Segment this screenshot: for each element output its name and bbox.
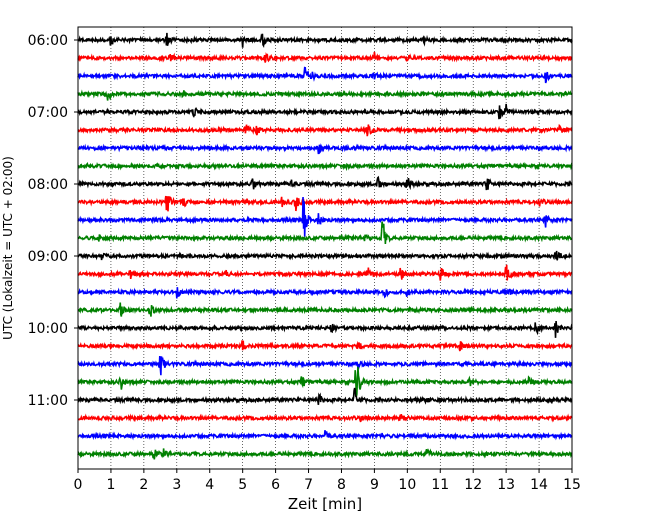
x-tick-label: 11 bbox=[431, 477, 449, 493]
x-tick-label: 3 bbox=[172, 477, 181, 493]
seismic-trace bbox=[77, 250, 573, 261]
seismic-trace bbox=[77, 51, 573, 63]
plot-background bbox=[78, 27, 572, 469]
seismic-trace bbox=[77, 195, 573, 212]
y-tick-label: 11:00 bbox=[28, 393, 68, 409]
seismic-trace bbox=[77, 340, 573, 352]
seismic-trace bbox=[77, 366, 573, 397]
seismic-trace bbox=[77, 302, 573, 317]
seismic-trace bbox=[77, 221, 573, 244]
x-tick-label: 2 bbox=[139, 477, 148, 493]
seismic-trace bbox=[77, 287, 573, 299]
seismic-trace bbox=[77, 103, 573, 120]
x-tick-label: 12 bbox=[464, 477, 482, 493]
y-tick-label: 07:00 bbox=[28, 105, 68, 121]
x-tick-label: 4 bbox=[205, 477, 214, 493]
seismic-trace bbox=[77, 320, 573, 338]
x-tick-label: 1 bbox=[106, 477, 115, 493]
plot-frame bbox=[77, 26, 573, 470]
y-tick-label: 08:00 bbox=[28, 177, 68, 193]
trace-group bbox=[77, 32, 573, 460]
x-tick-label: 5 bbox=[238, 477, 247, 493]
seismic-trace bbox=[77, 197, 573, 237]
x-tick-label: 8 bbox=[337, 477, 346, 493]
x-tick-label: 9 bbox=[370, 477, 379, 493]
seismic-trace bbox=[77, 264, 573, 281]
seismic-trace bbox=[77, 89, 573, 101]
seismic-trace bbox=[77, 66, 573, 84]
x-tick-label: 0 bbox=[74, 477, 83, 493]
x-tick-label: 10 bbox=[398, 477, 416, 493]
y-tick-label: 09:00 bbox=[28, 249, 68, 265]
seismic-trace bbox=[77, 430, 573, 441]
seismic-trace bbox=[77, 32, 573, 49]
x-tick-label: 13 bbox=[497, 477, 515, 493]
y-tick-label: 06:00 bbox=[28, 33, 68, 49]
seismic-trace bbox=[77, 448, 573, 460]
x-tick-label: 7 bbox=[304, 477, 313, 493]
seismic-trace bbox=[77, 143, 573, 155]
seismic-trace bbox=[77, 123, 573, 137]
seismic-trace bbox=[77, 161, 573, 172]
y-axis-ticks: 06:00 07:00 08:00 09:00 10:00 11:00 bbox=[28, 33, 78, 409]
seismic-trace bbox=[77, 387, 573, 406]
seismic-trace bbox=[77, 413, 573, 423]
x-tick-label: 15 bbox=[563, 477, 581, 493]
y-axis-label: UTC (Lokalzeit = UTC + 02:00) bbox=[1, 156, 15, 340]
seismic-trace bbox=[77, 356, 573, 376]
x-axis-ticks: 0 1 2 3 4 5 6 7 8 9 10 11 12 13 14 15 bbox=[74, 469, 581, 493]
x-tick-label: 14 bbox=[530, 477, 548, 493]
x-axis-label: Zeit [min] bbox=[288, 495, 362, 513]
seismic-trace bbox=[77, 175, 573, 191]
x-tick-label: 6 bbox=[271, 477, 280, 493]
y-tick-label: 10:00 bbox=[28, 321, 68, 337]
